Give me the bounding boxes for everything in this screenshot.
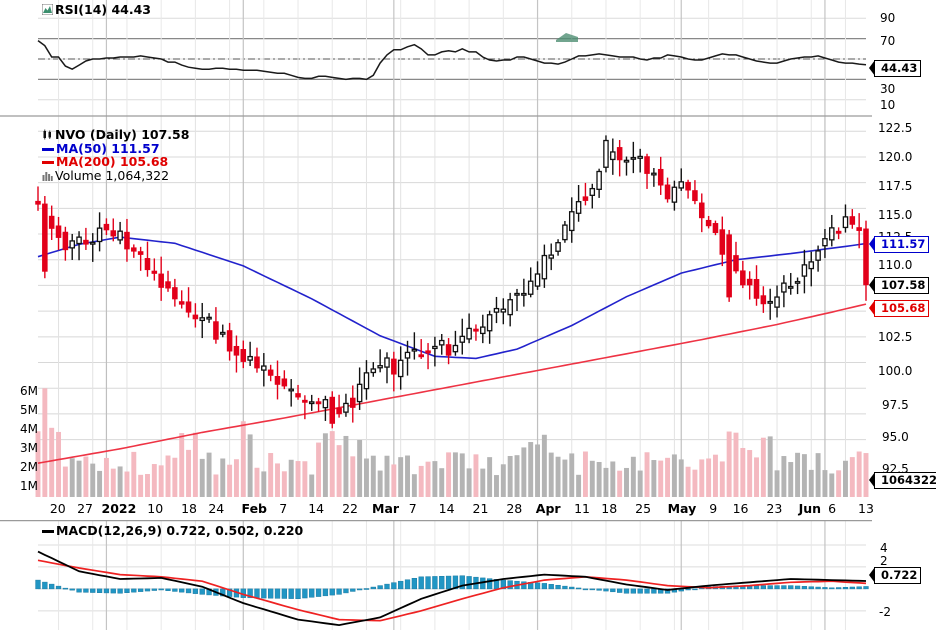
rsi-value-tag: 44.43 <box>868 59 922 77</box>
volume-ytick: 2M <box>20 460 38 474</box>
macd-value-tag: 0.722 <box>868 566 922 584</box>
price-ytick: 115.0 <box>878 208 913 222</box>
date-tick: 9 <box>709 501 718 516</box>
macd-ytick: 2 <box>880 554 888 568</box>
volume-icon <box>42 170 53 181</box>
volume-legend-label: Volume 1,064,322 <box>55 167 170 183</box>
macd-legend: MACD(12,26,9) 0.722, 0.502, 0.220 <box>42 524 303 538</box>
price-ytick: 100.0 <box>878 364 913 378</box>
date-tick: Apr <box>535 501 561 516</box>
price-legend: NVO (Daily) 107.58 MA(50) 111.57 MA(200)… <box>42 128 189 182</box>
date-tick: 25 <box>635 501 652 516</box>
rsi-ytick: 90 <box>880 11 896 25</box>
rsi-ytick: 70 <box>880 34 896 48</box>
rsi-legend: RSI(14) 44.43 <box>42 3 151 17</box>
date-tick: 13 <box>858 501 874 516</box>
date-tick: 22 <box>342 501 358 516</box>
ma200-legend-label: MA(200) 105.68 <box>56 154 169 169</box>
date-tick: 16 <box>732 501 749 516</box>
macd-legend-label: MACD(12,26,9) 0.722, 0.502, 0.220 <box>56 523 304 538</box>
macd-swatch <box>42 530 54 533</box>
date-tick: 20 <box>49 501 66 516</box>
macd-panel <box>0 520 872 630</box>
price-ytick: 117.5 <box>878 179 913 193</box>
date-tick: 24 <box>208 501 225 516</box>
price-legend-title: NVO (Daily) 107.58 <box>55 127 190 142</box>
ma200-swatch <box>42 161 54 164</box>
date-tick: 14 <box>308 501 325 516</box>
price-ytick: 122.5 <box>878 121 913 135</box>
price-panel <box>0 117 872 497</box>
date-tick: Mar <box>372 501 400 516</box>
date-tick: 28 <box>506 501 523 516</box>
last-price-tag: 107.58 <box>868 276 930 294</box>
ma50-swatch <box>42 147 54 151</box>
price-ytick: 120.0 <box>878 150 913 164</box>
date-tick: 11 <box>574 501 590 516</box>
price-ytick: 97.5 <box>882 398 909 412</box>
date-tick: 2022 <box>101 501 137 516</box>
ma50-legend-label: MA(50) 111.57 <box>56 140 160 156</box>
date-tick: 10 <box>147 501 164 516</box>
volume-value-tag: 1064322 <box>868 471 936 489</box>
price-ytick: 110.0 <box>878 258 913 272</box>
date-tick: 23 <box>766 501 783 516</box>
rsi-indicator-icon <box>42 4 53 15</box>
volume-ytick: 5M <box>20 403 38 417</box>
rsi-legend-label: RSI(14) 44.43 <box>55 2 151 17</box>
volume-ytick: 6M <box>20 384 38 398</box>
ma200-price-tag: 105.68 <box>868 299 930 317</box>
rsi-ytick: 30 <box>880 82 896 96</box>
volume-ytick: 4M <box>20 422 38 436</box>
rsi-ytick: 10 <box>880 98 896 112</box>
date-tick: 18 <box>181 501 198 516</box>
date-tick: 14 <box>438 501 455 516</box>
date-axis: 20 27 2022 10 18 24 Feb 7 14 22 Mar 7 14 21 28 Apr 11 18 2… <box>0 501 874 517</box>
volume-ytick: 3M <box>20 441 38 455</box>
candlestick-icon <box>42 129 53 140</box>
rsi-panel <box>0 0 872 117</box>
ma50-price-tag: 111.57 <box>868 235 930 253</box>
date-tick: Feb <box>241 501 268 516</box>
price-ytick: 102.5 <box>878 330 913 344</box>
macd-ytick: -2 <box>879 605 891 619</box>
macd-ytick: 4 <box>880 541 888 555</box>
date-tick: Jun <box>798 501 822 516</box>
volume-ytick: 1M <box>20 479 38 493</box>
date-tick: 7 <box>408 501 417 516</box>
date-tick: 21 <box>472 501 489 516</box>
date-tick: May <box>667 501 697 516</box>
price-ytick: 95.0 <box>882 430 909 444</box>
date-tick: 27 <box>77 501 93 516</box>
date-tick: 7 <box>279 501 288 516</box>
date-tick: 6 <box>828 501 837 516</box>
date-tick: 18 <box>601 501 618 516</box>
